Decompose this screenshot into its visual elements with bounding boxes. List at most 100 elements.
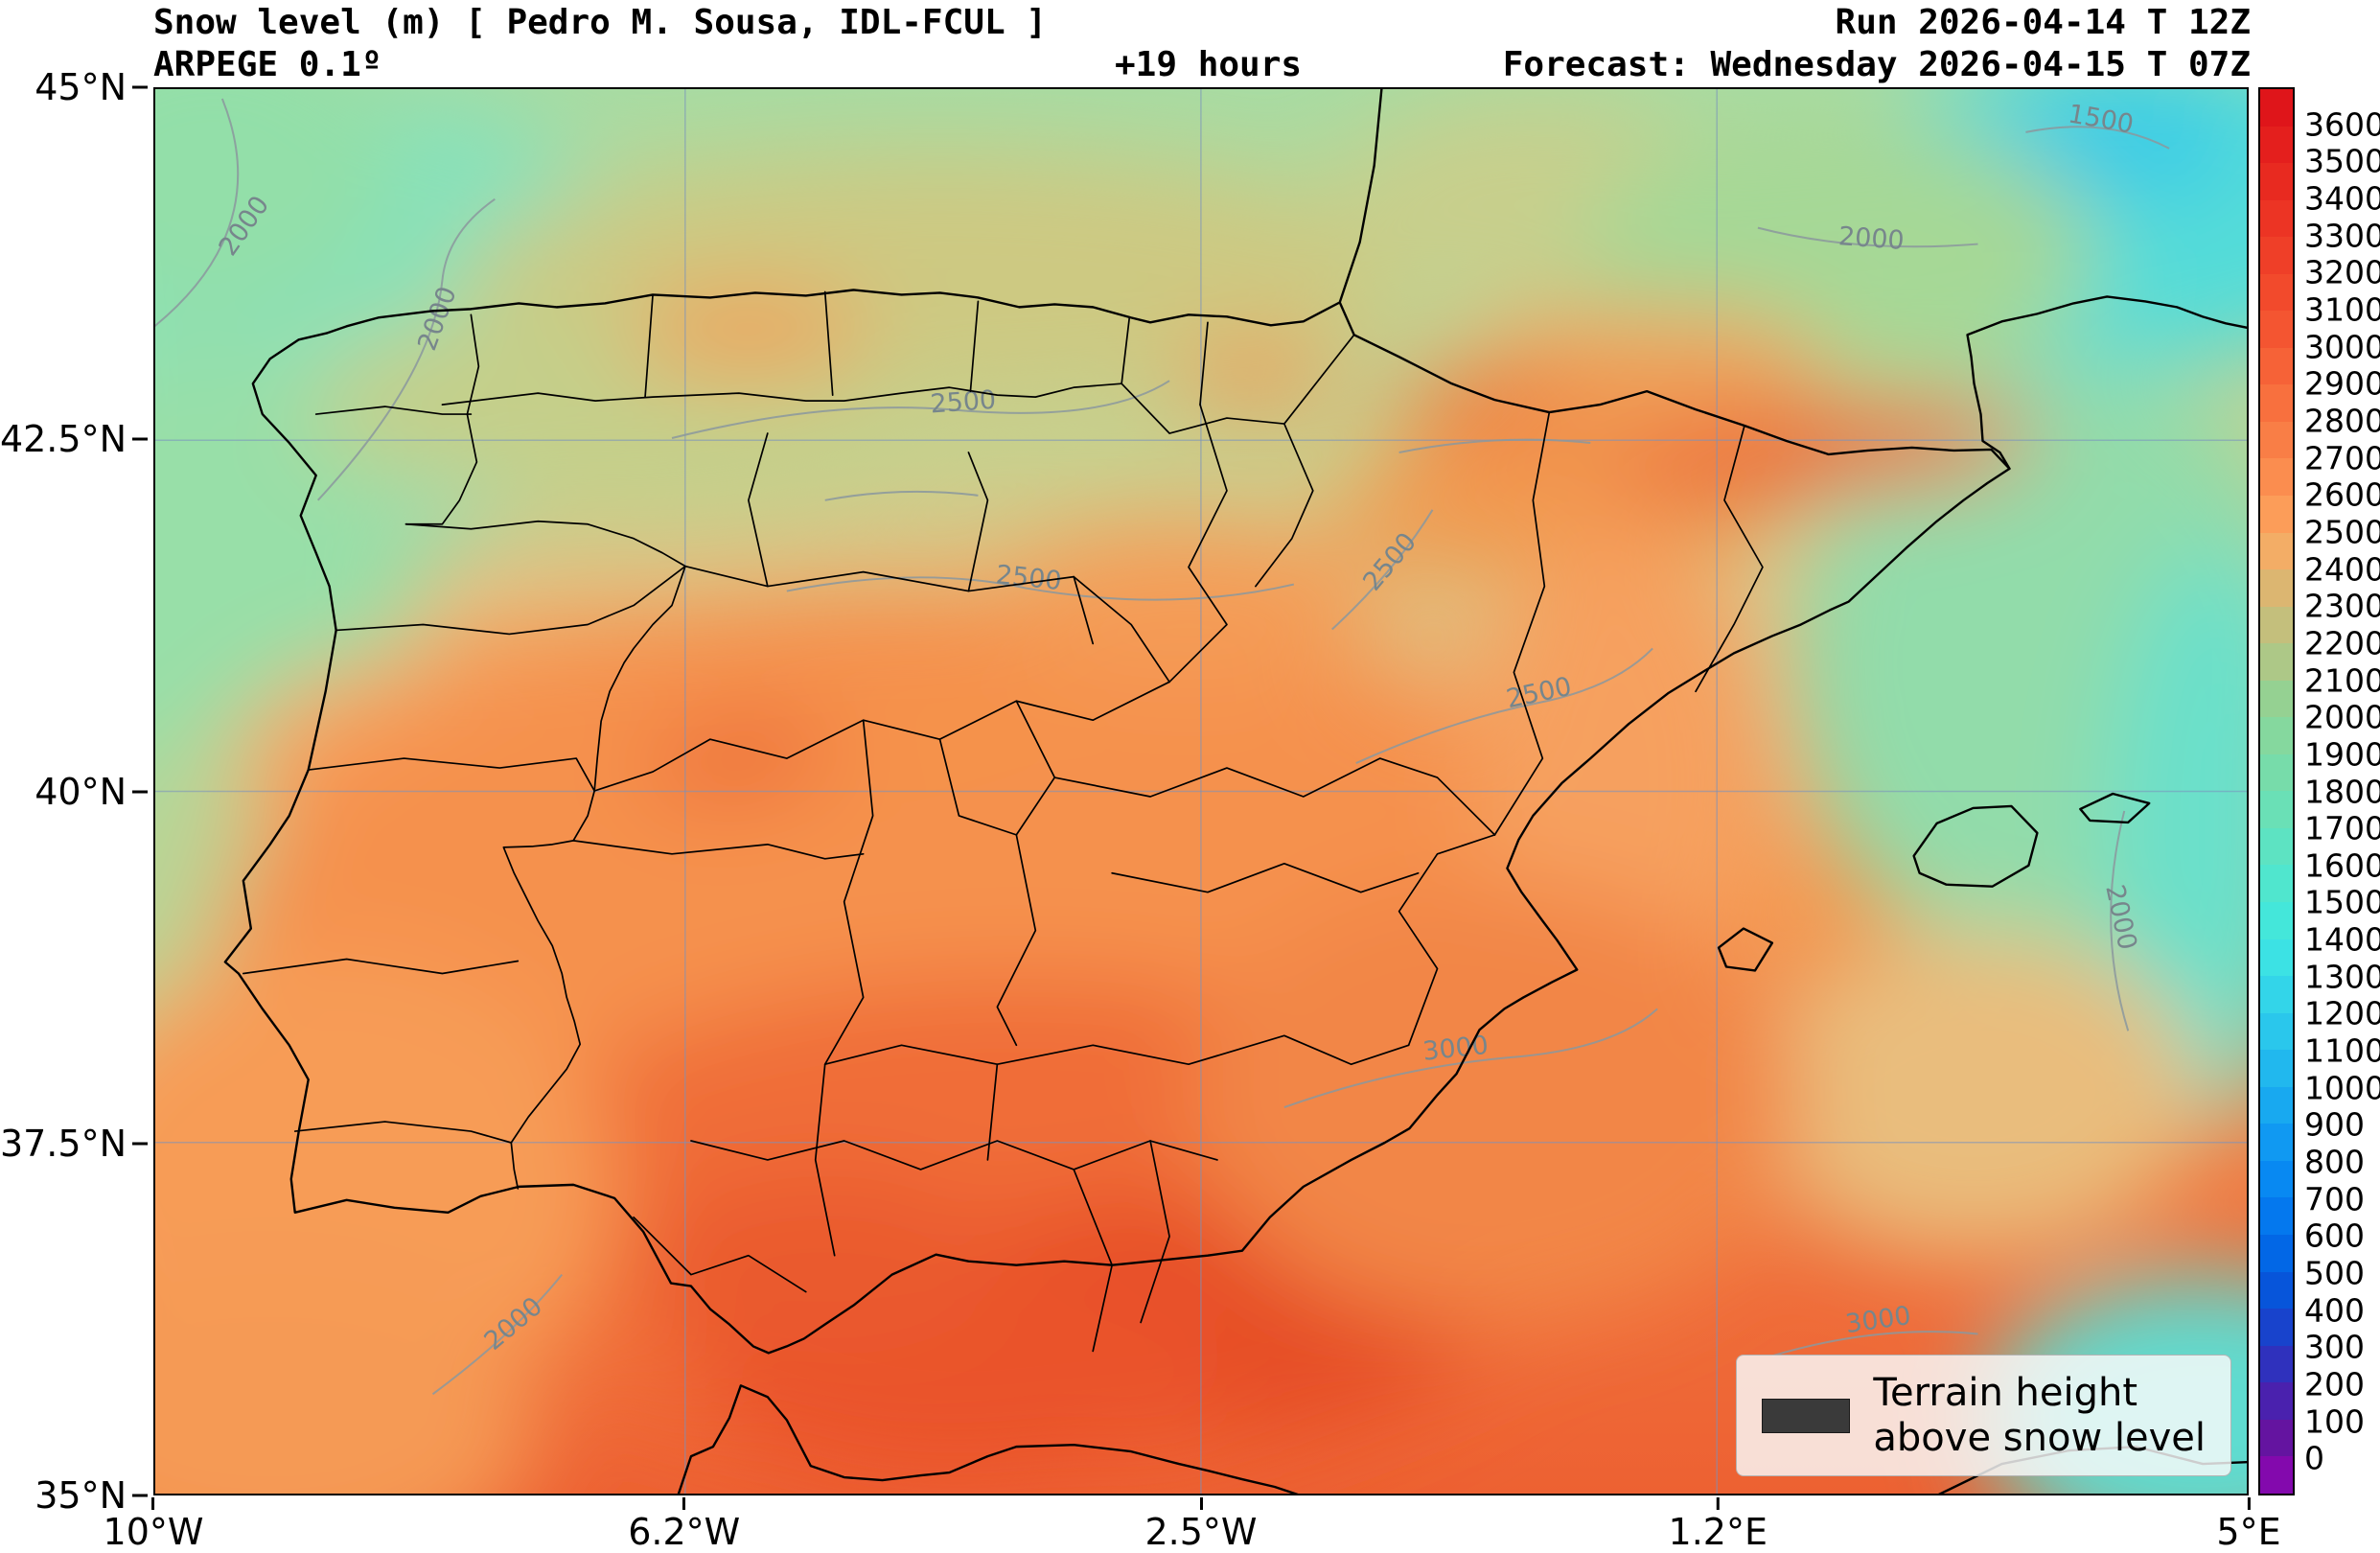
colorbar-cell	[2260, 717, 2293, 754]
colorbar-cell	[2260, 1086, 2293, 1124]
colorbar-cell	[2260, 89, 2293, 127]
colorbar-tick-label: 1200	[2304, 994, 2380, 1032]
contour-label: 3000	[1421, 1031, 1490, 1067]
colorbar-tick-label: 2300	[2304, 587, 2380, 625]
colorbar-tick-label: 2600	[2304, 475, 2380, 514]
coastline	[223, 89, 2247, 1355]
colorbar-tick-label: 3100	[2304, 290, 2380, 329]
colorbar-cell	[2260, 347, 2293, 385]
colorbar-tick-label: 2800	[2304, 402, 2380, 440]
ibiza-island	[1717, 927, 1774, 972]
lat-tick-label: 35°N	[35, 1474, 127, 1517]
colorbar-tick-label: 0	[2304, 1439, 2324, 1477]
colorbar-tick-label: 600	[2304, 1217, 2365, 1255]
map-title: Snow level (m) [ Pedro M. Sousa, IDL-FCU…	[153, 3, 1047, 42]
colorbar-tick-label: 1500	[2304, 883, 2380, 921]
colorbar-cell	[2260, 791, 2293, 828]
terrain-contours	[155, 98, 2170, 1396]
colorbar-cell	[2260, 643, 2293, 681]
lon-tick-label: 5°E	[2216, 1511, 2281, 1553]
colorbar-tick-label: 2000	[2304, 698, 2380, 736]
contour-label: 2500	[995, 560, 1063, 596]
province-borders	[242, 290, 1764, 1353]
legend-line1: Terrain height	[1873, 1371, 2138, 1416]
colorbar-cell	[2260, 1012, 2293, 1051]
contour-label: 2500	[930, 385, 998, 420]
lat-tick-label: 45°N	[35, 66, 127, 108]
model-label: ARPEGE 0.1º	[153, 45, 382, 84]
contour-label: 2000	[1837, 221, 1906, 256]
colorbar-cell	[2260, 1234, 2293, 1272]
colorbar-tick-label: 1600	[2304, 846, 2380, 885]
colorbar-cell	[2260, 496, 2293, 533]
colorbar-cell	[2260, 311, 2293, 348]
colorbar-cell	[2260, 163, 2293, 200]
colorbar-cell	[2260, 1271, 2293, 1310]
colorbar-cell	[2260, 569, 2293, 607]
colorbar-cell	[2260, 680, 2293, 718]
colorbar-cell	[2260, 1124, 2293, 1161]
colorbar-tick-label: 1800	[2304, 773, 2380, 810]
colorbar-tick-label: 800	[2304, 1143, 2365, 1181]
colorbar-tick-label: 3200	[2304, 253, 2380, 291]
africa-coastline	[677, 1384, 1299, 1494]
colorbar-tick-label: 300	[2304, 1328, 2365, 1366]
lon-axis: 10°W 6.2°W 2.5°W 1.2°E 5°E	[104, 1499, 2281, 1553]
colorbar-cell	[2260, 273, 2293, 312]
colorbar-cell	[2260, 939, 2293, 977]
lon-tick-label: 2.5°W	[1144, 1511, 1258, 1553]
colorbar-tick-label: 1100	[2304, 1031, 2380, 1070]
colorbar-cell	[2260, 1456, 2293, 1494]
colorbar-tick-label: 1900	[2304, 735, 2380, 774]
colorbar-tick-label: 1000	[2304, 1069, 2380, 1107]
colorbar-cells	[2260, 89, 2293, 1494]
map-plot: 2000 2000 2500 2500 2500 2500 3000 3000 2000 1500…	[153, 87, 2249, 1495]
lat-tick-label: 37.5°N	[0, 1122, 127, 1165]
colorbar-cell	[2260, 1382, 2293, 1420]
colorbar-cell	[2260, 384, 2293, 422]
colorbar-tick-labels: 3600 3500 3400 3300 3200 3100 3000 2900 2800 2700…	[2304, 87, 2380, 1495]
lat-axis: 45°N 42.5°N 40°N 37.5°N 35°N	[0, 66, 150, 1517]
lon-tick-label: 1.2°E	[1668, 1511, 1768, 1553]
menorca-island	[2079, 792, 2151, 824]
colorbar-cell	[2260, 753, 2293, 792]
colorbar-cell	[2260, 458, 2293, 497]
colorbar	[2258, 87, 2295, 1495]
borders	[223, 89, 2247, 1494]
mallorca-island	[1912, 804, 2039, 888]
colorbar-cell	[2260, 606, 2293, 644]
terrain-legend-text: Terrain height above snow level	[1873, 1371, 2206, 1460]
colorbar-tick-label: 3600	[2304, 105, 2380, 144]
colorbar-cell	[2260, 902, 2293, 939]
pyrenees-border	[1338, 301, 2011, 471]
lat-tick-label: 40°N	[35, 770, 127, 813]
colorbar-tick-label: 2200	[2304, 624, 2380, 662]
run-label: Run 2026-04-14 T 12Z	[1835, 3, 2251, 42]
colorbar-cell	[2260, 976, 2293, 1013]
colorbar-cell	[2260, 532, 2293, 570]
lat-tick-label: 42.5°N	[0, 418, 127, 461]
colorbar-cell	[2260, 1309, 2293, 1346]
colorbar-tick-label: 1700	[2304, 809, 2380, 847]
colorbar-cell	[2260, 1050, 2293, 1087]
terrain-legend: Terrain height above snow level	[1736, 1355, 2231, 1476]
colorbar-tick-label: 1400	[2304, 920, 2380, 959]
lon-tick-label: 6.2°W	[628, 1511, 741, 1553]
colorbar-tick-label: 2900	[2304, 364, 2380, 403]
colorbar-tick-label: 2400	[2304, 550, 2380, 589]
colorbar-tick-label: 2500	[2304, 513, 2380, 551]
colorbar-tick-label: 2100	[2304, 661, 2380, 700]
colorbar-tick-label: 2700	[2304, 439, 2380, 477]
lead-time-label: +19 hours	[1115, 45, 1303, 84]
colorbar-tick-label: 900	[2304, 1105, 2365, 1144]
legend-line2: above snow level	[1873, 1415, 2206, 1460]
colorbar-tick-label: 400	[2304, 1291, 2365, 1330]
lon-tick-label: 10°W	[103, 1511, 204, 1553]
colorbar-cell	[2260, 1160, 2293, 1198]
graticule	[155, 89, 2247, 1494]
colorbar-tick-label: 100	[2304, 1402, 2365, 1441]
colorbar-cell	[2260, 865, 2293, 903]
colorbar-cell	[2260, 1419, 2293, 1457]
colorbar-tick-label: 700	[2304, 1180, 2365, 1218]
